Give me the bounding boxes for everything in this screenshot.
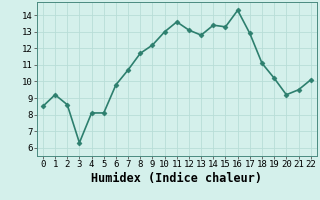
- X-axis label: Humidex (Indice chaleur): Humidex (Indice chaleur): [91, 172, 262, 185]
